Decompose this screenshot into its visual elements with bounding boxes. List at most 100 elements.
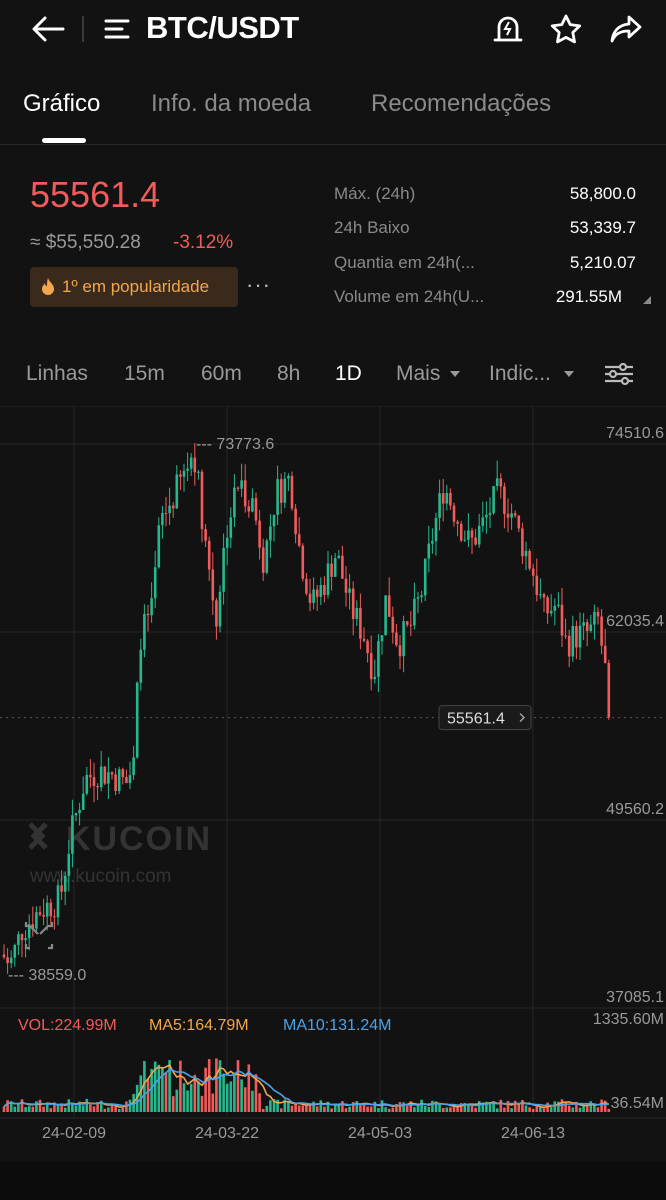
favorite-star-icon[interactable] [546, 10, 586, 48]
candle-body [521, 528, 524, 557]
volume-bar [236, 1060, 240, 1112]
popularity-badge[interactable]: 1º em popularidade [30, 267, 238, 307]
candle-body [251, 498, 254, 512]
candle-body [402, 621, 405, 657]
fullscreen-icon[interactable] [24, 922, 54, 950]
pair-title[interactable]: BTC/USDT [146, 10, 299, 45]
interval-1d[interactable]: 1D [335, 362, 362, 385]
back-arrow-icon[interactable] [26, 10, 70, 48]
volume-bar [193, 1074, 197, 1112]
candle-body [60, 885, 63, 892]
candle-body [488, 513, 492, 515]
interval-60m[interactable]: 60m [201, 362, 242, 385]
candle-body [405, 621, 409, 625]
interval-more[interactable]: Mais [396, 362, 461, 386]
volume-bar [279, 1108, 283, 1112]
volume-bar [42, 1106, 45, 1112]
volume-bar [258, 1093, 261, 1112]
candle-body [477, 525, 481, 545]
volume-bar [85, 1099, 89, 1112]
candle-body [207, 540, 211, 570]
candle-body [175, 474, 179, 509]
candle-body [474, 537, 477, 545]
candle-body [243, 480, 247, 507]
candle-body [539, 594, 542, 596]
candle-body [2, 954, 6, 958]
volume-bar [103, 1108, 107, 1112]
volume-bar [585, 1106, 589, 1112]
candle-body [337, 555, 341, 559]
volume-bar [485, 1101, 488, 1112]
volume-bar [49, 1108, 53, 1112]
candle-body [445, 492, 449, 504]
candle-body [276, 479, 279, 515]
volume-bar [578, 1107, 582, 1112]
candle-body [395, 632, 398, 646]
volume-bar [380, 1100, 384, 1112]
volume-bar [524, 1105, 528, 1112]
volume-bar [186, 1090, 189, 1112]
tab-coin-info[interactable]: Info. da moeda [151, 90, 312, 117]
menu-icon[interactable] [100, 12, 134, 46]
volume-bar [164, 1072, 168, 1112]
candle-body [301, 545, 305, 579]
volume-bar [9, 1101, 13, 1112]
interval-line[interactable]: Linhas [26, 362, 88, 385]
volume-bar [272, 1099, 276, 1112]
candle-body [290, 475, 294, 509]
caret-down-icon [446, 362, 461, 385]
more-options-icon[interactable]: ··· [246, 272, 271, 297]
tab-chart[interactable]: Gráfico [23, 90, 101, 117]
candle-body [225, 537, 229, 548]
candle-body [495, 478, 499, 487]
popularity-label: 1º em popularidade [62, 277, 210, 296]
volume-bar [366, 1106, 369, 1112]
x-axis-label: 24-06-13 [501, 1125, 565, 1142]
volume-bar [398, 1102, 402, 1112]
x-axis-label: 24-03-22 [195, 1125, 259, 1142]
volume-bar [434, 1101, 438, 1112]
x-axis-label: 24-05-03 [348, 1125, 412, 1142]
volume-bar [67, 1099, 71, 1112]
interval-8h[interactable]: 8h [277, 362, 301, 385]
flame-icon [40, 277, 56, 297]
candle-body [344, 578, 348, 593]
volume-bar [326, 1101, 330, 1112]
stat-high-value: 58,800.0 [569, 184, 636, 203]
volume-bar [189, 1083, 193, 1112]
candle-body [366, 640, 369, 654]
volume-bar [265, 1105, 269, 1112]
bottom-bar [0, 1162, 666, 1200]
indicators-dropdown[interactable]: Indic... [489, 362, 575, 386]
candle-body [315, 589, 319, 597]
last-price-tag[interactable]: 55561.4 [438, 705, 532, 731]
volume-bar [607, 1108, 611, 1112]
candle-body [71, 815, 74, 854]
interval-15m[interactable]: 15m [124, 362, 165, 385]
candle-body [265, 540, 269, 573]
volume-bar [143, 1061, 146, 1112]
tab-recommendations[interactable]: Recomendações [371, 90, 552, 117]
candle-body [143, 613, 146, 650]
candlestick-chart[interactable]: KUCOIN www.kucoin.com 55561.4 --- 73773.… [0, 406, 666, 1146]
chart-settings-sliders-icon[interactable] [600, 358, 638, 390]
stat-amount-value: 5,210.07 [569, 253, 636, 272]
volume-bar [168, 1059, 171, 1112]
candle-body [114, 774, 117, 792]
candle-body [200, 471, 204, 530]
candle-body [441, 493, 445, 504]
candle-body [121, 769, 125, 778]
volume-bar [405, 1105, 409, 1112]
candle-body [85, 774, 89, 794]
candle-body [513, 513, 517, 516]
volume-bar [438, 1103, 441, 1112]
candle-body [233, 487, 236, 518]
candle-body [81, 793, 85, 810]
volume-bar [74, 1105, 78, 1112]
volume-bar [161, 1066, 164, 1112]
price-alert-icon[interactable] [488, 10, 528, 48]
candle-body [294, 508, 297, 535]
volume-bar [596, 1107, 600, 1112]
candle-body [92, 777, 96, 786]
share-icon[interactable] [606, 10, 646, 48]
